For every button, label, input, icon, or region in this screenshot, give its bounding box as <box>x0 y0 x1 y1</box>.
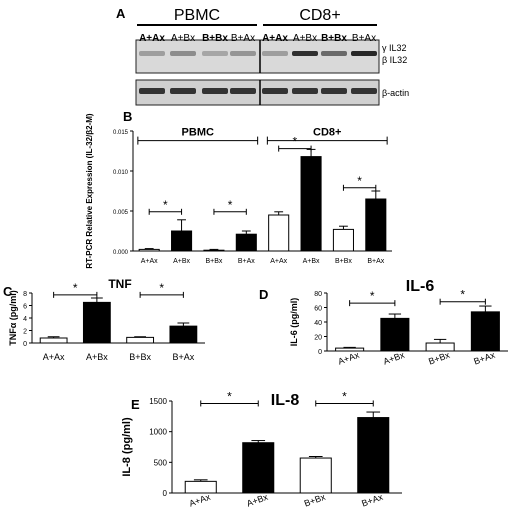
bar <box>82 301 111 344</box>
panel-letter-d: D <box>259 287 269 302</box>
y-tick-label: 0.000 <box>113 250 129 256</box>
y-axis-label: IL-8 (pg/ml) <box>121 417 133 477</box>
category-label: B+Ax <box>360 492 384 509</box>
blot-band-actin <box>202 88 228 94</box>
blot-band-il32 <box>170 51 196 56</box>
blot-lane-label: A+Ax <box>262 33 288 44</box>
y-tick-label: 40 <box>314 320 322 327</box>
category-label: B+Bx <box>303 492 327 509</box>
blot-band-actin <box>321 88 347 94</box>
bar <box>242 442 275 494</box>
panel-letter-c: C <box>3 284 13 299</box>
blot-band-il32 <box>321 51 347 56</box>
blot-lane-label: A+Ax <box>139 33 165 44</box>
chart-title: TNF <box>108 277 131 291</box>
blot-band-actin <box>230 88 256 94</box>
category-label: A+Ax <box>43 352 65 362</box>
y-tick-label: 0.015 <box>113 130 129 136</box>
blot-band-actin <box>170 88 196 94</box>
blot-lane-label: A+Bx <box>293 33 317 44</box>
y-tick-label: 0 <box>163 489 168 498</box>
chart-title: IL-6 <box>406 278 435 295</box>
blot-band-il32 <box>262 51 288 56</box>
blot-label-beta-actin: β-actin <box>382 88 409 98</box>
bar <box>357 417 390 494</box>
y-tick-label: 0.005 <box>113 210 129 216</box>
blot-group-cd8: CD8+ <box>299 7 340 24</box>
y-tick-label: 6 <box>23 304 27 311</box>
significance-star: * <box>293 135 298 149</box>
blot-lane-label: B+Ax <box>231 33 255 44</box>
blot-label-gamma-il32: γ IL32 <box>382 43 407 53</box>
y-tick-label: 4 <box>23 316 27 323</box>
category-label: A+Bx <box>303 258 320 265</box>
y-axis-label: TNFα (pg/ml) <box>8 290 18 346</box>
category-label: A+Bx <box>245 492 269 509</box>
significance-star: * <box>159 281 164 295</box>
blot-band-actin <box>292 88 318 94</box>
significance-star: * <box>73 281 78 295</box>
significance-star: * <box>460 288 465 302</box>
blot-band-actin <box>139 88 165 94</box>
y-tick-label: 0 <box>318 349 322 356</box>
blot-label-beta-il32: β IL32 <box>382 55 407 65</box>
category-label: A+Ax <box>270 258 287 265</box>
category-label: B+Ax <box>238 258 255 265</box>
y-tick-label: 1500 <box>149 397 167 406</box>
significance-star: * <box>228 198 233 212</box>
y-tick-label: 500 <box>154 458 168 467</box>
panel-letter-b: B <box>123 109 133 124</box>
category-label: B+Ax <box>367 258 384 265</box>
y-tick-label: 20 <box>314 335 322 342</box>
category-label: A+Ax <box>188 492 212 509</box>
blot-group-pbmc: PBMC <box>174 7 220 24</box>
y-tick-label: 8 <box>23 291 27 298</box>
category-label: B+Bx <box>205 258 222 265</box>
significance-star: * <box>370 289 375 303</box>
blot-band-il32 <box>351 51 377 56</box>
category-label: B+Bx <box>129 352 151 362</box>
category-label: A+Bx <box>173 258 190 265</box>
significance-star: * <box>357 174 362 188</box>
blot-lane-label: A+Bx <box>171 33 195 44</box>
category-label: B+Bx <box>335 258 352 265</box>
significance-star: * <box>342 389 347 403</box>
bar <box>470 311 500 352</box>
significance-star: * <box>163 198 168 212</box>
category-label: B+Ax <box>172 352 194 362</box>
y-axis-label: IL-6 (pg/ml) <box>289 298 299 347</box>
category-label: A+Bx <box>86 352 108 362</box>
panel-letter-e: E <box>131 397 140 412</box>
y-tick-label: 0 <box>23 341 27 348</box>
blot-band-il32 <box>202 51 228 56</box>
blot-band-actin <box>351 88 377 94</box>
significance-star: * <box>227 389 232 403</box>
blot-band-il32 <box>292 51 318 56</box>
blot-lane-label: B+Ax <box>352 33 376 44</box>
blot-band-il32 <box>139 51 165 56</box>
blot-band-il32 <box>230 51 256 56</box>
y-tick-label: 2 <box>23 329 27 336</box>
group-label: PBMC <box>182 127 214 139</box>
y-tick-label: 0.010 <box>113 170 129 176</box>
western-blot: PBMC CD8+ A+Ax A+Bx B+Bx B+Ax A+Ax A+Bx B+Bx B+… <box>135 7 409 106</box>
bar <box>299 457 332 494</box>
panel-letter-a: A <box>116 6 126 21</box>
blot-lane-label: B+Bx <box>202 33 228 44</box>
group-label: CD8+ <box>313 127 341 139</box>
y-tick-label: 1000 <box>149 428 167 437</box>
y-axis-label: RT-PCR Relative Expression (IL-32/β2-M) <box>85 113 94 268</box>
chart-title: IL-8 <box>271 392 300 409</box>
y-tick-label: 80 <box>314 291 322 298</box>
blot-band-actin <box>262 88 288 94</box>
category-label: A+Ax <box>141 258 158 265</box>
bar <box>184 480 217 494</box>
blot-lane-label: B+Bx <box>321 33 347 44</box>
y-tick-label: 60 <box>314 306 322 313</box>
blot-il32-strip <box>135 39 380 74</box>
